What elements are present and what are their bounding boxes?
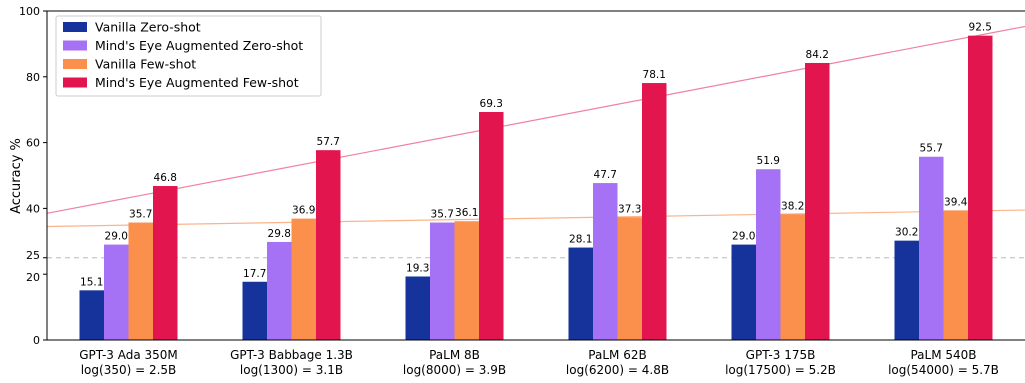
bar: [454, 221, 479, 340]
x-tick-sublabel: log(6200) = 4.8B: [566, 363, 669, 377]
y-tick-label: 25: [26, 249, 40, 262]
bar: [593, 183, 618, 340]
y-tick-label: 100: [19, 5, 40, 18]
legend-label: Mind's Eye Augmented Few-shot: [95, 75, 299, 90]
x-tick-label: PaLM 8B: [429, 348, 480, 362]
y-tick-label: 80: [26, 71, 40, 84]
bar: [780, 214, 805, 340]
bar: [79, 290, 104, 340]
trend-line-0: [46, 209, 1025, 228]
bar: [894, 240, 919, 340]
data-label: 39.4: [944, 196, 968, 208]
bar: [242, 281, 267, 340]
y-tick-label: 20: [26, 271, 40, 284]
y-axis-title: Accuracy %: [9, 138, 24, 214]
data-label: 36.9: [292, 205, 315, 217]
data-label: 47.7: [594, 169, 617, 181]
bar: [943, 210, 968, 340]
x-tick-sublabel: log(1300) = 3.1B: [240, 363, 343, 377]
bar: [128, 222, 153, 340]
legend-label: Vanilla Zero-shot: [95, 20, 201, 35]
bar: [104, 244, 129, 340]
x-tick-sublabel: log(17500) = 5.2B: [725, 363, 836, 377]
legend-swatch: [63, 59, 87, 69]
x-tick-sublabel: log(54000) = 5.7B: [888, 363, 999, 377]
data-label: 69.3: [480, 98, 503, 110]
data-label: 29.0: [732, 231, 755, 243]
data-label: 92.5: [969, 22, 992, 34]
bar: [568, 247, 593, 340]
y-tick-label: 0: [33, 334, 40, 347]
data-label: 29.8: [268, 228, 291, 240]
data-label: 15.1: [80, 276, 103, 288]
data-label: 78.1: [643, 69, 666, 81]
bar: [756, 169, 781, 340]
x-tick-label: GPT-3 175B: [746, 348, 816, 362]
bar: [479, 112, 504, 341]
bar: [617, 217, 642, 340]
bar: [805, 62, 830, 341]
bar: [731, 244, 756, 340]
legend-label: Vanilla Few-shot: [95, 57, 196, 72]
legend-swatch: [63, 40, 87, 51]
bar: [291, 218, 316, 340]
bar: [153, 186, 178, 340]
data-label: 51.9: [757, 155, 780, 167]
data-label: 57.7: [317, 136, 340, 148]
bar: [405, 276, 430, 340]
y-tick-label: 60: [26, 137, 40, 150]
data-label: 35.7: [129, 209, 152, 221]
data-label: 30.2: [895, 227, 918, 239]
data-label: 55.7: [920, 143, 943, 155]
data-label: 84.2: [806, 49, 829, 61]
x-tick-label: PaLM 62B: [588, 348, 646, 362]
legend: Vanilla Zero-shot Mind's Eye Augmented Ze…: [55, 15, 322, 97]
data-label: 36.1: [455, 207, 478, 219]
data-label: 37.3: [618, 203, 641, 215]
bar: [919, 156, 944, 340]
bar: [642, 83, 667, 341]
legend-swatch: [63, 77, 87, 88]
data-label: 35.7: [431, 209, 454, 221]
data-label: 17.7: [243, 268, 266, 280]
x-tick-label: GPT-3 Ada 350M: [79, 348, 178, 362]
legend-frame: [55, 15, 322, 97]
data-label: 46.8: [154, 172, 177, 184]
x-tick-sublabel: log(350) = 2.5B: [81, 363, 177, 377]
bar: [316, 150, 341, 340]
data-label: 28.1: [569, 234, 592, 246]
data-label: 38.2: [781, 200, 804, 212]
bar: [267, 241, 292, 340]
x-tick-label: PaLM 540B: [910, 348, 976, 362]
y-tick-label: 40: [26, 202, 40, 215]
trend-line-1: [46, 25, 1025, 214]
data-label: 19.3: [406, 263, 429, 275]
bar: [430, 222, 455, 340]
legend-label: Mind's Eye Augmented Zero-shot: [95, 38, 303, 53]
x-tick-sublabel: log(8000) = 3.9B: [403, 363, 506, 377]
legend-swatch: [63, 22, 87, 32]
data-label: 29.0: [105, 231, 128, 243]
x-tick-label: GPT-3 Babbage 1.3B: [230, 348, 353, 362]
bar: [968, 35, 993, 341]
